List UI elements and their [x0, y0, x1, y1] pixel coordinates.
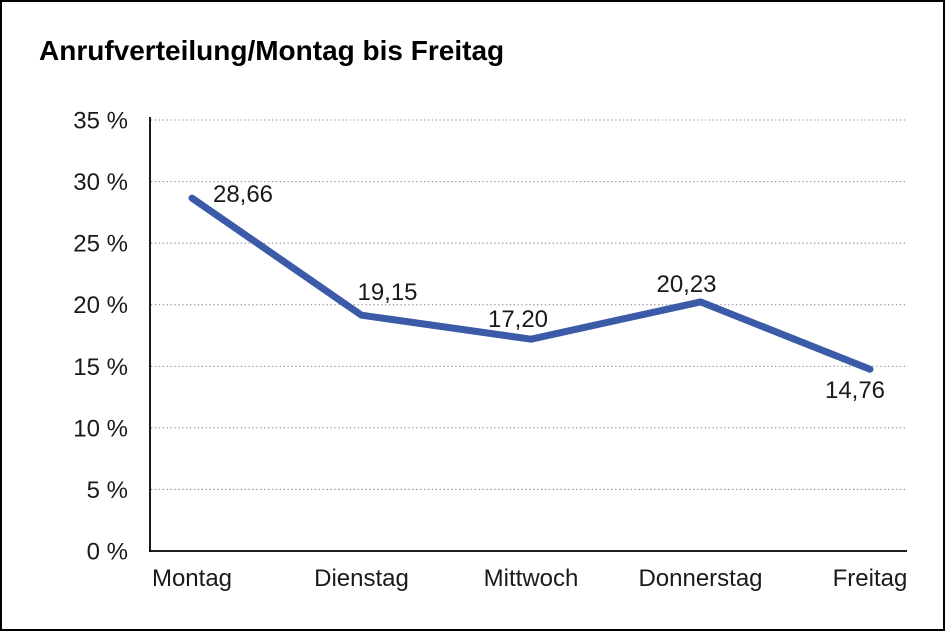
- data-point-label-donnerstag: 20,23: [656, 271, 716, 298]
- data-point-label-montag: 28,66: [213, 181, 273, 208]
- y-tick-label-15: 15 %: [73, 354, 128, 381]
- x-category-label-donnerstag: Donnerstag: [638, 565, 762, 592]
- data-point-label-dienstag: 19,15: [357, 279, 417, 306]
- y-tick-label-35: 35 %: [73, 108, 128, 135]
- y-tick-label-10: 10 %: [73, 415, 128, 442]
- x-category-label-mittwoch: Mittwoch: [484, 565, 579, 592]
- chart-title: Anrufverteilung/Montag bis Freitag: [39, 35, 505, 66]
- y-tick-label-20: 20 %: [73, 292, 128, 319]
- x-category-label-montag: Montag: [152, 565, 232, 592]
- y-tick-label-25: 25 %: [73, 231, 128, 258]
- y-tick-label-0: 0 %: [87, 539, 128, 566]
- data-point-label-freitag: 14,76: [825, 377, 885, 404]
- data-point-label-mittwoch: 17,20: [488, 306, 548, 333]
- x-category-label-freitag: Freitag: [833, 565, 908, 592]
- y-tick-label-30: 30 %: [73, 169, 128, 196]
- y-tick-label-5: 5 %: [87, 477, 128, 504]
- x-category-label-dienstag: Dienstag: [314, 565, 409, 592]
- data-series-line: [188, 194, 874, 373]
